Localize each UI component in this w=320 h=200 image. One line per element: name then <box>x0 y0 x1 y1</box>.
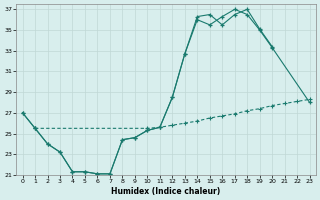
X-axis label: Humidex (Indice chaleur): Humidex (Indice chaleur) <box>111 187 221 196</box>
